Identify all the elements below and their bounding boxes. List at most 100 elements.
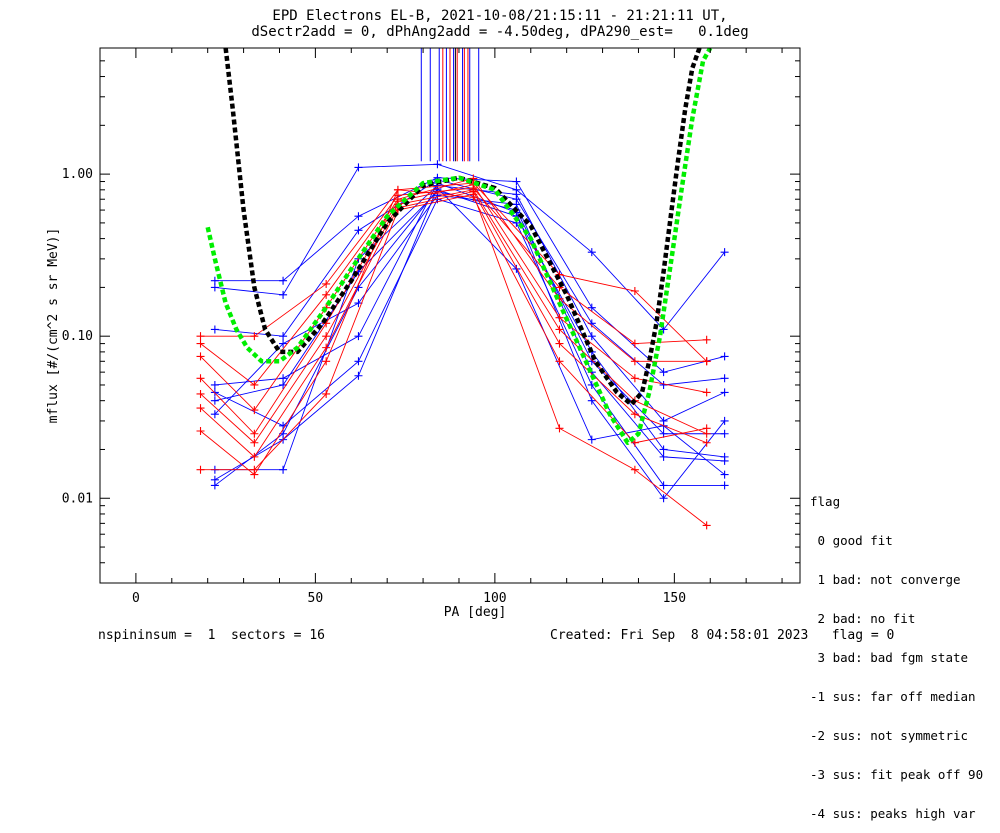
point-red-13-5	[555, 313, 564, 322]
point-blue-2-1	[279, 332, 288, 341]
point-blue-9-2	[354, 332, 363, 341]
series-blue-0	[214, 163, 725, 331]
point-red-10-2	[322, 279, 331, 288]
point-blue-5-6	[659, 429, 668, 438]
point-blue-0-2	[354, 163, 363, 172]
y-tick-label-0: 0.01	[62, 491, 93, 506]
x-tick-label-100: 100	[483, 591, 506, 606]
point-red-10-0	[196, 332, 205, 341]
series-blue-8	[214, 187, 725, 481]
series-red-10	[200, 182, 707, 362]
point-red-11-7	[702, 335, 711, 344]
point-red-15-0	[196, 404, 205, 413]
point-red-11-0	[196, 339, 205, 348]
legend-item-bad-fgm-state: 3 bad: bad fgm state	[810, 650, 969, 665]
flag-legend: flag 0 good fit 1 bad: not converge 2 ba…	[810, 469, 983, 833]
point-blue-8-7	[720, 470, 729, 479]
point-red-15-7	[702, 438, 711, 447]
point-red-15-5	[555, 339, 564, 348]
point-red-17-2	[322, 389, 331, 398]
point-blue-1-7	[720, 352, 729, 361]
chart-subtitle: dSectr2add = 0, dPhAng2add = -4.50deg, d…	[251, 24, 749, 40]
point-blue-8-2	[354, 371, 363, 380]
x-tick-label-0: 0	[132, 591, 140, 606]
point-red-15-6	[630, 410, 639, 419]
point-red-17-0	[196, 465, 205, 474]
point-blue-2-6	[659, 380, 668, 389]
point-blue-1-0	[210, 276, 219, 285]
point-blue-3-4	[512, 190, 521, 199]
point-blue-2-0	[210, 325, 219, 334]
point-red-12-7	[702, 357, 711, 366]
point-red-16-7	[702, 424, 711, 433]
series-blue-4	[214, 189, 725, 486]
x-axis-label: PA [deg]	[444, 605, 507, 620]
series-red-12	[200, 177, 707, 411]
point-red-13-1	[250, 429, 259, 438]
point-blue-1-6	[659, 368, 668, 377]
legend-item-good-fit: 0 good fit	[810, 533, 893, 548]
point-red-14-2	[322, 332, 331, 341]
point-red-16-0	[196, 427, 205, 436]
point-red-11-6	[630, 339, 639, 348]
point-red-13-7	[702, 388, 711, 397]
fit-curve-black	[223, 48, 702, 407]
point-red-14-5	[555, 325, 564, 334]
series-red-13	[200, 184, 707, 435]
legend-item-not-converge: 1 bad: not converge	[810, 572, 961, 587]
plot-area	[196, 48, 729, 530]
point-red-17-5	[555, 424, 564, 433]
point-blue-1-1	[279, 276, 288, 285]
series-blue-9	[214, 182, 725, 499]
point-blue-5-0	[210, 396, 219, 405]
point-blue-0-7	[720, 248, 729, 257]
point-blue-7-7	[720, 481, 729, 490]
point-blue-3-5	[587, 332, 596, 341]
legend-title: flag	[810, 494, 841, 509]
point-red-11-1	[250, 380, 259, 389]
point-red-10-6	[630, 287, 639, 296]
point-blue-1-5	[587, 303, 596, 312]
y-tick-label-1: 0.10	[62, 329, 93, 344]
series-red-14	[200, 189, 707, 444]
series-blue-5	[214, 191, 725, 435]
footer-created: Created: Fri Sep 8 04:58:01 2023 flag = …	[550, 628, 895, 643]
point-red-17-1	[250, 465, 259, 474]
point-blue-6-4	[512, 200, 521, 209]
series-red-11	[200, 187, 707, 386]
point-red-16-3	[393, 185, 402, 194]
point-blue-6-7	[720, 456, 729, 465]
chart-title: EPD Electrons EL-B, 2021-10-08/21:15:11 …	[272, 8, 728, 24]
point-blue-6-2	[354, 299, 363, 308]
point-red-14-0	[196, 389, 205, 398]
point-blue-2-2	[354, 226, 363, 235]
point-red-17-4	[469, 190, 478, 199]
point-blue-8-5	[587, 435, 596, 444]
x-tick-label-150: 150	[663, 591, 686, 606]
point-red-16-5	[555, 357, 564, 366]
legend-item-far-off-median: -1 sus: far off median	[810, 689, 976, 704]
point-blue-9-7	[720, 416, 729, 425]
point-blue-9-0	[210, 380, 219, 389]
point-red-15-1	[250, 452, 259, 461]
series-red-16	[200, 189, 707, 476]
point-blue-3-7	[720, 388, 729, 397]
point-blue-6-6	[659, 452, 668, 461]
point-blue-8-4	[512, 264, 521, 273]
point-blue-0-0	[210, 283, 219, 292]
point-red-17-7	[702, 521, 711, 530]
point-red-12-6	[630, 357, 639, 366]
legend-item-not-symmetric: -2 sus: not symmetric	[810, 728, 969, 743]
point-blue-6-1	[279, 339, 288, 348]
point-red-14-1	[250, 438, 259, 447]
point-blue-1-4	[512, 177, 521, 186]
point-blue-7-2	[354, 357, 363, 366]
point-blue-2-7	[720, 374, 729, 383]
series-red-17	[200, 193, 707, 526]
point-blue-9-5	[587, 396, 596, 405]
point-blue-0-3	[433, 160, 442, 169]
axes-frame	[99, 47, 801, 584]
legend-item-no-fit: 2 bad: no fit	[810, 611, 916, 626]
legend-item-peaks-high-var: -4 sus: peaks high var	[810, 806, 976, 821]
x-tick-label-50: 50	[308, 591, 324, 606]
